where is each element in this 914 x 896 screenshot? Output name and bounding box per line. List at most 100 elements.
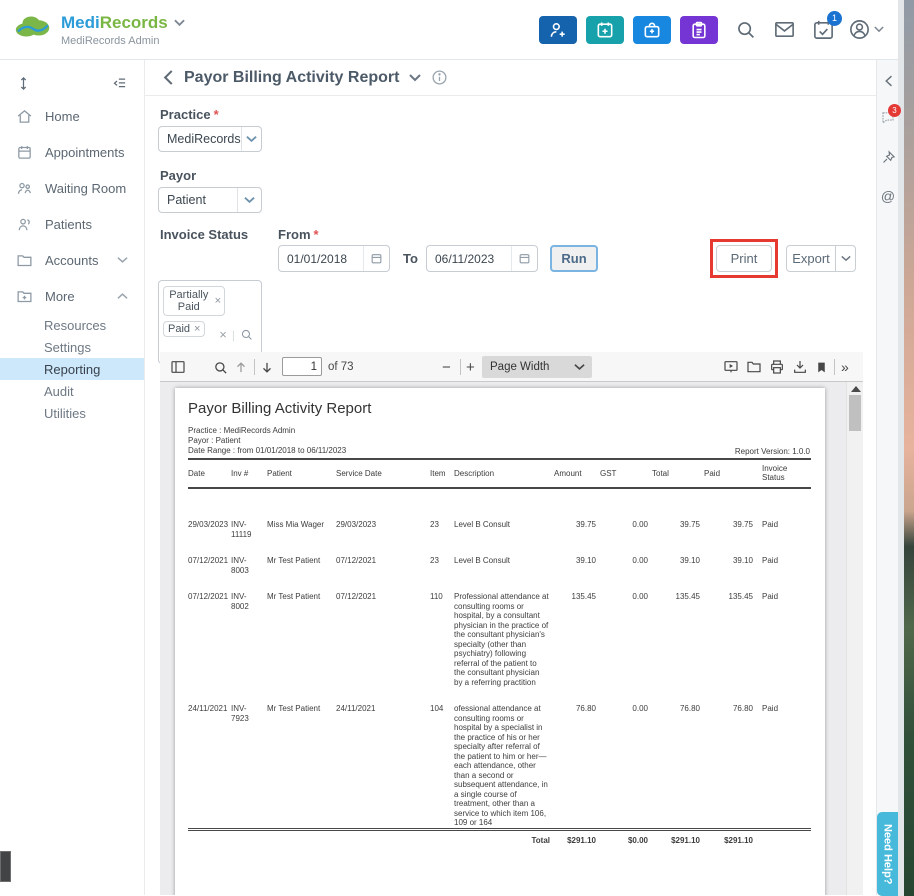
status-search-icon[interactable] <box>240 328 253 341</box>
export-button-label: Export <box>792 251 830 266</box>
table-row: 07/12/2021 INV-8003 Mr Test Patient 07/12/… <box>188 556 779 575</box>
top-actions: 1 <box>539 10 884 44</box>
sidebar-subitem-label: Reporting <box>44 361 101 377</box>
payor-label: Payor <box>160 168 197 183</box>
sidebar-item-home[interactable]: Home <box>0 98 144 134</box>
taskbar-peek <box>0 851 11 882</box>
pdf-next-page-icon[interactable] <box>260 352 274 382</box>
back-chevron-icon[interactable] <box>162 70 174 85</box>
scrollbar-thumb[interactable] <box>849 395 861 431</box>
appointments-notifications-button[interactable]: 1 <box>811 10 842 42</box>
pdf-more-tools-icon[interactable]: » <box>841 359 849 375</box>
account-menu-button[interactable] <box>848 18 884 41</box>
browser-window-edge <box>898 0 904 896</box>
info-icon[interactable] <box>431 69 448 86</box>
to-date-input[interactable] <box>426 245 538 272</box>
add-clinical-button[interactable] <box>633 15 671 44</box>
chip-remove-icon[interactable]: × <box>194 323 201 335</box>
sidebar-item-accounts[interactable]: Accounts <box>0 242 144 278</box>
sidebar-item-label: More <box>45 288 75 304</box>
status-chip-partially-paid: Partially Paid × <box>163 286 225 316</box>
add-appointment-button[interactable] <box>586 15 624 44</box>
pdf-find-icon[interactable] <box>213 352 228 382</box>
sidebar-item-label: Appointments <box>45 144 125 160</box>
print-annotation-box <box>710 239 778 278</box>
search-button[interactable] <box>733 18 757 42</box>
mentions-icon[interactable]: @ <box>880 188 896 204</box>
from-label: From * <box>278 227 319 242</box>
pdf-bookmark-icon[interactable] <box>815 352 828 382</box>
export-caret[interactable] <box>835 246 855 271</box>
home-icon <box>17 109 32 123</box>
expand-panel-chevron-icon[interactable] <box>877 74 899 88</box>
brand-logo[interactable]: MediRecords MediRecords Admin <box>12 13 185 47</box>
required-asterisk: * <box>313 227 319 242</box>
run-button[interactable]: Run <box>550 245 598 272</box>
practice-select[interactable]: MediRecords <box>158 126 262 152</box>
sidebar-item-label: Patients <box>45 216 92 232</box>
sidebar-subitem-label: Audit <box>44 383 74 399</box>
pdf-open-file-icon[interactable] <box>746 352 762 382</box>
practice-select-value: MediRecords <box>167 132 241 146</box>
invoice-status-multiselect[interactable]: Partially Paid × Paid × × | <box>158 280 262 364</box>
calendar-picker-icon[interactable] <box>511 246 537 271</box>
mail-icon <box>774 21 794 38</box>
calendar-picker-icon[interactable] <box>363 246 389 271</box>
pdf-print-icon[interactable] <box>769 352 785 382</box>
sidebar-item-patients[interactable]: Patients <box>0 206 144 242</box>
sidebar-item-label: Waiting Room <box>45 180 127 196</box>
tasks-button[interactable] <box>680 15 718 44</box>
need-help-tab[interactable]: Need Help? <box>877 812 898 896</box>
invoice-status-label: Invoice Status <box>160 227 249 242</box>
sidebar-subitem-utilities[interactable]: Utilities <box>0 402 144 424</box>
sidebar-subitem-label: Utilities <box>44 405 86 421</box>
resize-vertical-icon[interactable] <box>16 75 31 92</box>
to-label: To <box>403 251 418 266</box>
pdf-zoom-in-icon[interactable]: + <box>466 358 475 376</box>
chip-remove-icon[interactable]: × <box>214 295 221 307</box>
pdf-zoom-out-icon[interactable]: − <box>442 358 451 376</box>
from-date-value[interactable] <box>279 251 353 266</box>
pdf-presentation-mode-icon[interactable] <box>723 352 739 382</box>
sidebar-item-waiting-room[interactable]: Waiting Room <box>0 170 144 206</box>
payor-select[interactable]: Patient <box>158 187 262 213</box>
pdf-page-number-value[interactable] <box>283 358 321 375</box>
scroll-up-arrow[interactable] <box>851 386 861 392</box>
pdf-page-number-input[interactable] <box>282 357 322 376</box>
messages-button[interactable] <box>772 18 796 42</box>
toolbar-divider <box>254 359 255 375</box>
report-meta-practice: Practice : MediRecords Admin <box>188 426 296 435</box>
sidebar-subitem-reporting[interactable]: Reporting <box>0 358 144 380</box>
desktop-wallpaper <box>904 0 914 896</box>
pdf-toolbar: of 73 − + Page Width <box>160 352 863 382</box>
pdf-download-icon[interactable] <box>792 352 808 382</box>
pdf-zoom-select[interactable]: Page Width <box>482 356 592 378</box>
clear-all-icon[interactable]: × <box>219 327 227 342</box>
brand-name: MediRecords <box>61 13 185 33</box>
sidebar-subitem-audit[interactable]: Audit <box>0 380 144 402</box>
collapse-sidebar-icon[interactable] <box>111 76 128 91</box>
chevron-up-icon <box>117 293 128 299</box>
sidebar-subitem-settings[interactable]: Settings <box>0 336 144 358</box>
pdf-previous-page-icon[interactable] <box>234 352 248 382</box>
sidebar-item-appointments[interactable]: Appointments <box>0 134 144 170</box>
sidebar-item-more[interactable]: More <box>0 278 144 314</box>
report-page: Payor Billing Activity Report Practice :… <box>175 388 825 895</box>
sidebar-subitem-label: Resources <box>44 317 107 333</box>
table-row: 29/03/2023 INV-11119 Miss Mia Wager 29/03/… <box>188 520 779 539</box>
sidebar-subitem-label: Settings <box>44 339 91 355</box>
sidebar-item-label: Accounts <box>45 252 99 268</box>
payor-select-caret <box>237 188 261 212</box>
sidebar-subitem-resources[interactable]: Resources <box>0 314 144 336</box>
add-patient-button[interactable] <box>539 15 577 44</box>
to-date-value[interactable] <box>427 251 501 266</box>
main-content: Payor Billing Activity Report Practice * … <box>145 60 876 895</box>
print-button[interactable]: Print <box>716 245 772 272</box>
clipboard-icon <box>692 21 706 38</box>
pin-icon[interactable] <box>877 150 899 165</box>
pdf-sidebar-toggle-icon[interactable] <box>170 352 186 382</box>
report-select-chevron-icon[interactable] <box>409 73 422 82</box>
export-button[interactable]: Export <box>786 245 856 272</box>
pdf-scrollbar[interactable] <box>846 382 863 895</box>
from-date-input[interactable] <box>278 245 390 272</box>
